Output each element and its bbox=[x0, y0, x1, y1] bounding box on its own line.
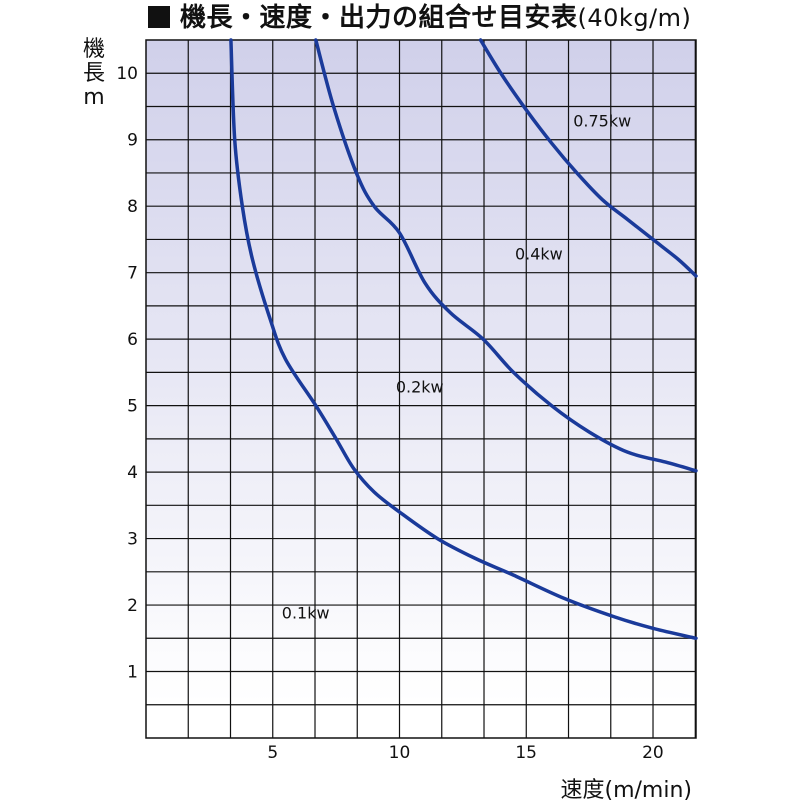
y-tick-label: 3 bbox=[127, 530, 138, 550]
y-tick-label: 5 bbox=[127, 397, 138, 417]
x-axis-label: 速度(m/min) bbox=[560, 778, 693, 803]
chart-title-unit: (40kg/m) bbox=[577, 4, 692, 32]
y-axis-label-line: 機 bbox=[82, 37, 105, 62]
series-lines bbox=[229, 38, 698, 641]
square-bullet-icon bbox=[148, 6, 170, 28]
chart-title: 機長・速度・出力の組合せ目安表(40kg/m) bbox=[148, 0, 691, 36]
y-axis-label-line: 長 bbox=[82, 61, 105, 86]
y-tick-label: 8 bbox=[127, 197, 138, 217]
curve-label: 0.75kw bbox=[573, 111, 631, 130]
y-axis-label-line: m bbox=[83, 85, 105, 110]
series-line-0.4kw bbox=[478, 38, 698, 278]
curve-label: 0.2kw bbox=[396, 377, 444, 396]
grid bbox=[146, 40, 696, 738]
y-tick-label: 9 bbox=[127, 131, 138, 151]
y-tick-label: 10 bbox=[116, 64, 138, 84]
curve-label: 0.4kw bbox=[515, 244, 563, 263]
curve-labels: 0.1kw 0.2kw 0.4kw 0.75kw bbox=[282, 111, 631, 622]
x-tick-labels: 5 10 15 20 bbox=[267, 743, 663, 763]
series-line-0.1kw bbox=[229, 38, 698, 641]
y-tick-labels: 1 2 3 4 5 6 7 8 9 10 bbox=[116, 64, 138, 682]
x-tick-label: 15 bbox=[515, 743, 537, 763]
curve-label: 0.1kw bbox=[282, 603, 330, 622]
y-tick-label: 7 bbox=[127, 264, 138, 284]
x-tick-label: 5 bbox=[267, 743, 278, 763]
chart-title-text: 機長・速度・出力の組合せ目安表 bbox=[180, 3, 578, 33]
y-tick-label: 1 bbox=[127, 663, 138, 683]
plot-frame bbox=[145, 39, 697, 739]
x-tick-label: 20 bbox=[642, 743, 664, 763]
series-line-0.2kw bbox=[314, 38, 698, 473]
y-axis-label: 機 長 m bbox=[78, 38, 110, 110]
y-tick-label: 6 bbox=[127, 330, 138, 350]
x-tick-label: 10 bbox=[389, 743, 411, 763]
y-tick-label: 2 bbox=[127, 596, 138, 616]
y-tick-label: 4 bbox=[127, 463, 138, 483]
